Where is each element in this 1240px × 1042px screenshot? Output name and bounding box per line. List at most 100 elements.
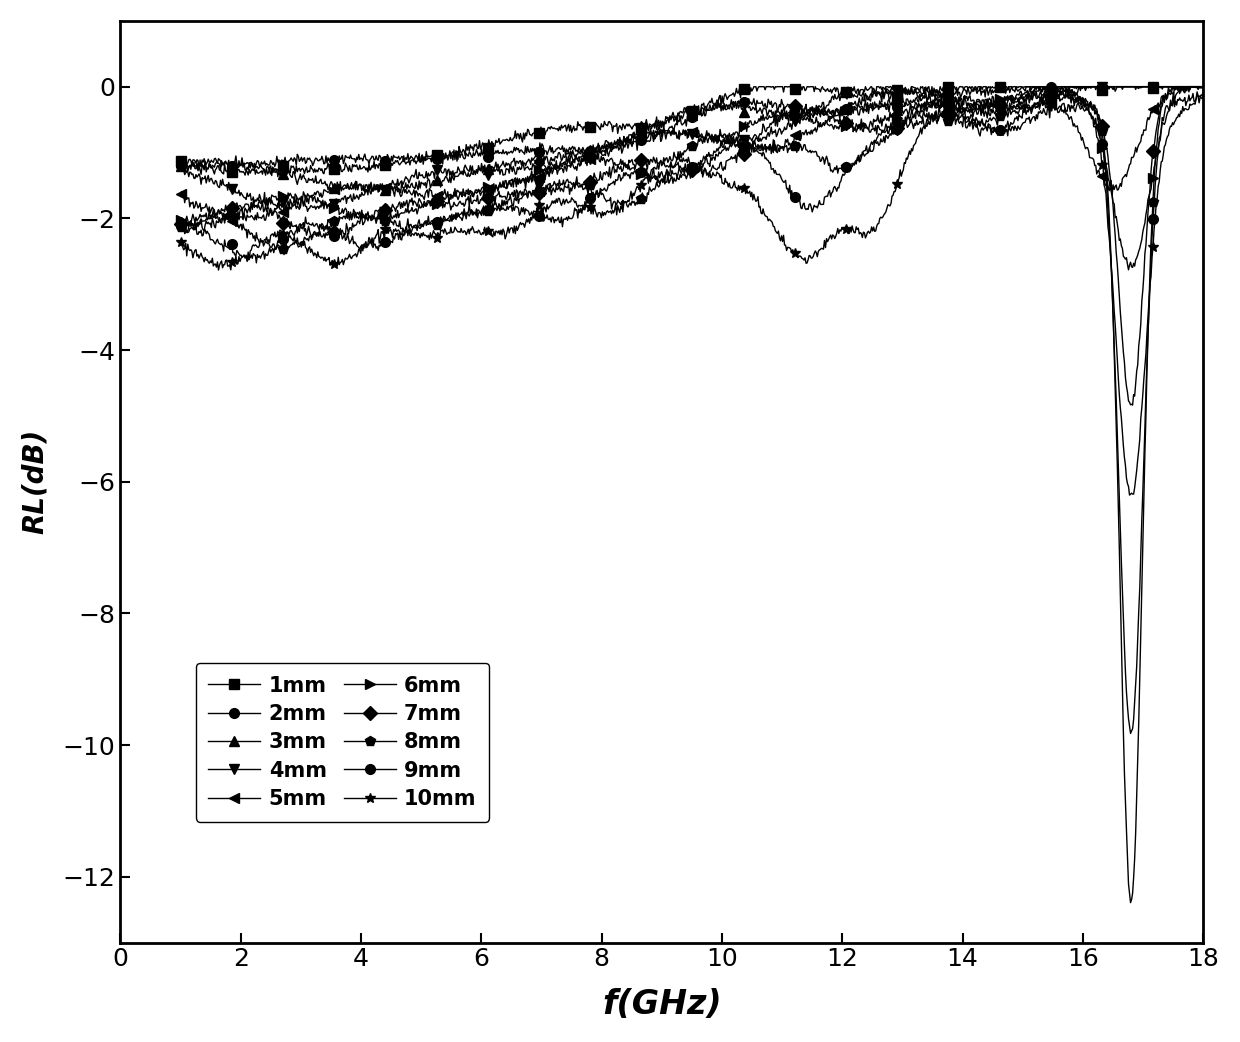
5mm bbox=[1195, 80, 1210, 93]
4mm bbox=[972, 101, 987, 114]
1mm bbox=[174, 154, 188, 167]
Line: 1mm: 1mm bbox=[176, 82, 1208, 180]
9mm bbox=[1195, 88, 1210, 100]
8mm bbox=[875, 124, 890, 137]
2mm bbox=[588, 145, 603, 157]
10mm bbox=[971, 117, 986, 129]
8mm bbox=[624, 199, 639, 212]
4mm bbox=[174, 159, 188, 172]
3mm bbox=[1195, 80, 1210, 93]
4mm bbox=[278, 199, 293, 212]
6mm bbox=[587, 154, 601, 167]
3mm bbox=[990, 101, 1004, 114]
Y-axis label: RL(dB): RL(dB) bbox=[21, 429, 48, 535]
2mm bbox=[625, 141, 640, 153]
X-axis label: f(GHz): f(GHz) bbox=[603, 988, 722, 1021]
10mm bbox=[1122, 489, 1137, 501]
2mm bbox=[279, 157, 294, 170]
6mm bbox=[174, 214, 188, 226]
4mm bbox=[878, 83, 893, 96]
10mm bbox=[278, 232, 293, 245]
6mm bbox=[278, 191, 293, 203]
1mm bbox=[991, 81, 1006, 94]
2mm bbox=[991, 82, 1006, 95]
Line: 6mm: 6mm bbox=[176, 82, 1208, 275]
Line: 2mm: 2mm bbox=[176, 82, 1208, 176]
6mm bbox=[624, 163, 639, 175]
8mm bbox=[971, 117, 986, 129]
2mm bbox=[174, 159, 188, 172]
6mm bbox=[990, 96, 1004, 108]
4mm bbox=[991, 103, 1006, 116]
1mm bbox=[1195, 80, 1210, 93]
8mm bbox=[1123, 896, 1138, 909]
10mm bbox=[875, 210, 890, 223]
2mm bbox=[972, 80, 987, 93]
7mm bbox=[990, 97, 1004, 109]
6mm bbox=[1177, 80, 1192, 93]
1mm bbox=[279, 163, 294, 175]
5mm bbox=[588, 149, 603, 162]
6mm bbox=[875, 113, 890, 125]
7mm bbox=[1023, 80, 1038, 93]
Line: 8mm: 8mm bbox=[176, 82, 1208, 908]
3mm bbox=[174, 159, 188, 172]
Line: 9mm: 9mm bbox=[176, 86, 1208, 739]
8mm bbox=[1195, 80, 1210, 93]
3mm bbox=[625, 131, 640, 144]
3mm bbox=[393, 187, 408, 199]
7mm bbox=[1195, 80, 1210, 93]
3mm bbox=[877, 99, 892, 111]
3mm bbox=[588, 142, 603, 154]
Line: 5mm: 5mm bbox=[176, 82, 1208, 226]
6mm bbox=[1195, 80, 1210, 93]
9mm bbox=[875, 135, 890, 148]
5mm bbox=[625, 137, 640, 149]
1mm bbox=[588, 119, 603, 131]
4mm bbox=[625, 128, 640, 141]
5mm bbox=[224, 215, 239, 227]
Line: 4mm: 4mm bbox=[176, 82, 1208, 217]
9mm bbox=[1054, 85, 1069, 98]
6mm bbox=[1121, 264, 1136, 276]
3mm bbox=[1054, 80, 1069, 93]
7mm bbox=[587, 167, 601, 179]
8mm bbox=[587, 190, 601, 202]
2mm bbox=[180, 166, 195, 178]
7mm bbox=[624, 154, 639, 167]
2mm bbox=[1195, 80, 1210, 93]
Line: 7mm: 7mm bbox=[176, 82, 1208, 410]
7mm bbox=[1125, 399, 1140, 412]
5mm bbox=[877, 89, 892, 101]
1mm bbox=[972, 80, 987, 93]
1mm bbox=[625, 123, 640, 135]
10mm bbox=[990, 122, 1004, 134]
5mm bbox=[972, 97, 987, 109]
9mm bbox=[1123, 727, 1138, 740]
9mm bbox=[624, 167, 639, 179]
4mm bbox=[1195, 80, 1210, 93]
8mm bbox=[1040, 80, 1055, 93]
7mm bbox=[278, 215, 293, 227]
2mm bbox=[972, 84, 987, 97]
5mm bbox=[885, 80, 900, 93]
7mm bbox=[971, 103, 986, 116]
1mm bbox=[878, 89, 893, 101]
8mm bbox=[278, 244, 293, 256]
9mm bbox=[587, 193, 601, 205]
Legend: 1mm, 2mm, 3mm, 4mm, 5mm, 6mm, 7mm, 8mm, 9mm, 10mm: 1mm, 2mm, 3mm, 4mm, 5mm, 6mm, 7mm, 8mm, … bbox=[196, 664, 489, 821]
1mm bbox=[258, 169, 273, 181]
4mm bbox=[300, 205, 315, 218]
7mm bbox=[875, 126, 890, 139]
Line: 3mm: 3mm bbox=[176, 82, 1208, 198]
8mm bbox=[990, 116, 1004, 128]
5mm bbox=[991, 103, 1006, 116]
9mm bbox=[990, 123, 1004, 135]
1mm bbox=[742, 80, 756, 93]
7mm bbox=[174, 218, 188, 230]
9mm bbox=[174, 220, 188, 232]
9mm bbox=[971, 123, 986, 135]
Line: 10mm: 10mm bbox=[176, 86, 1208, 500]
3mm bbox=[278, 167, 293, 179]
10mm bbox=[624, 185, 639, 198]
